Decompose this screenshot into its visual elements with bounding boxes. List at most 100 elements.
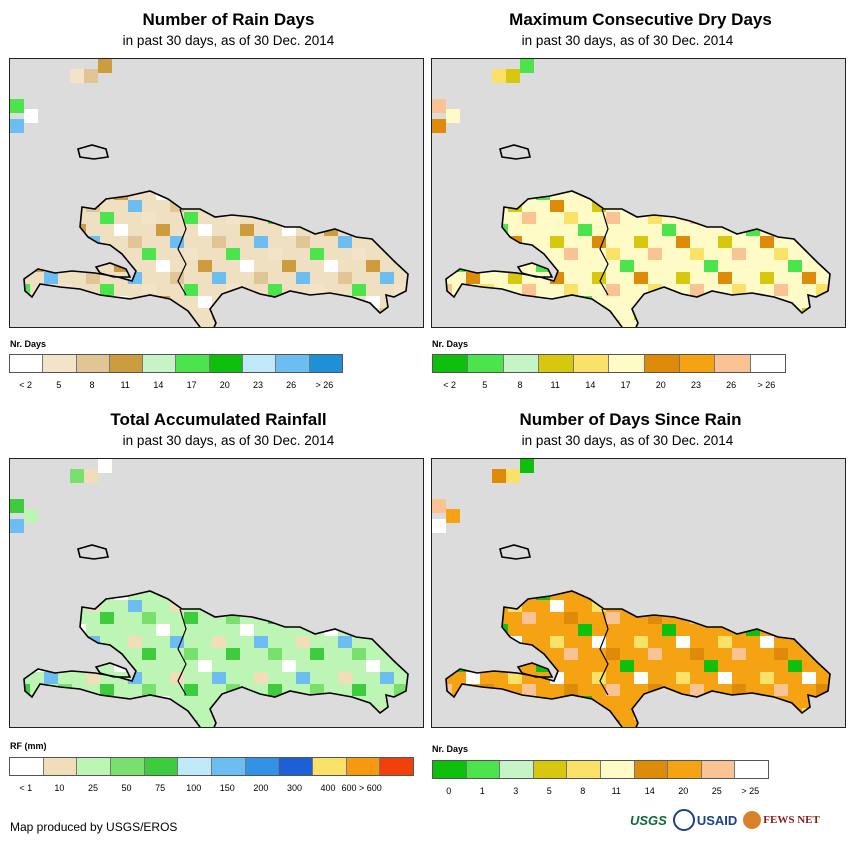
raster-cell — [212, 540, 228, 554]
raster-cell — [592, 248, 608, 262]
raster-cell — [620, 176, 636, 190]
raster-cell — [718, 660, 734, 674]
raster-cell — [760, 164, 776, 178]
raster-cell — [446, 636, 454, 650]
raster-cell — [634, 591, 650, 602]
raster-cell — [44, 236, 60, 250]
raster-cell — [648, 272, 664, 286]
raster-cell — [452, 224, 468, 238]
raster-cell — [366, 552, 382, 566]
raster-cell — [648, 552, 664, 566]
fews-net-logo[interactable]: FEWS NET — [743, 811, 820, 829]
raster-cell — [198, 552, 214, 566]
island-outline — [445, 190, 831, 327]
usaid-logo[interactable]: USAID — [672, 809, 738, 831]
raster-cell — [114, 236, 130, 250]
legend-swatch — [76, 355, 110, 372]
raster-cell — [380, 200, 396, 214]
raster-cell — [310, 648, 326, 662]
raster-cell — [508, 308, 524, 322]
raster-cell — [774, 164, 790, 178]
raster-cell — [788, 540, 804, 554]
raster-cell — [564, 200, 580, 214]
raster-cell — [44, 576, 60, 590]
raster-cell — [522, 140, 538, 154]
raster-cell — [380, 308, 396, 322]
raster-cell — [282, 164, 298, 178]
raster-cell — [240, 660, 256, 674]
raster-cell — [156, 212, 172, 226]
legend-swatch — [533, 761, 568, 778]
raster-cell — [86, 612, 102, 626]
raster-cell — [662, 600, 678, 614]
raster-cell — [536, 140, 552, 154]
cayman-outline — [499, 144, 531, 160]
raster-cell — [676, 236, 692, 250]
raster-cell — [268, 540, 284, 554]
map-max-dry-days[interactable] — [431, 58, 846, 328]
raster-cell — [452, 164, 468, 178]
raster-cell — [380, 272, 396, 286]
raster-cell — [760, 600, 776, 614]
raster-cell — [296, 296, 312, 310]
raster-cell — [198, 191, 214, 202]
raster-cell — [732, 140, 748, 154]
raster-cell — [690, 140, 706, 154]
raster-cell — [240, 176, 256, 190]
raster-cell — [788, 720, 804, 727]
map-total-rainfall[interactable] — [9, 458, 424, 728]
raster-cell — [282, 552, 298, 566]
raster-cell — [58, 296, 74, 310]
raster-cell — [240, 552, 256, 566]
usgs-logo[interactable]: USGS — [630, 813, 667, 828]
raster-cell — [774, 684, 790, 698]
raster-cell — [72, 296, 88, 310]
raster-cell — [522, 591, 538, 602]
raster-cell — [480, 308, 496, 322]
raster-cell — [114, 164, 130, 178]
raster-cell — [592, 708, 608, 722]
logo-text: USAID — [696, 812, 738, 828]
raster-cell — [72, 591, 88, 602]
raster-cell — [606, 648, 622, 662]
raster-cell — [226, 708, 242, 722]
raster-cell — [760, 636, 776, 650]
raster-cell — [480, 140, 496, 154]
raster-cell — [480, 164, 496, 178]
raster-cell — [58, 720, 74, 727]
raster-cell — [760, 176, 776, 190]
raster-cell — [310, 624, 326, 638]
raster-cell — [170, 624, 186, 638]
raster-cell — [676, 636, 692, 650]
raster-cell — [690, 248, 706, 262]
raster-cell — [564, 140, 580, 154]
map-rain-days[interactable] — [9, 58, 424, 328]
raster-cell — [198, 564, 214, 578]
map-days-since-rain[interactable] — [431, 458, 846, 728]
raster-cell — [718, 612, 734, 626]
raster-cell — [268, 648, 284, 662]
raster-cell — [816, 636, 830, 650]
raster-cell — [24, 660, 32, 674]
raster-cell — [198, 624, 214, 638]
raster-cell — [732, 720, 748, 727]
legend-swatch — [43, 758, 78, 775]
raster-cell — [44, 200, 60, 214]
raster-cell — [788, 272, 804, 286]
raster-cell — [830, 140, 845, 154]
legend-swatch — [609, 355, 645, 372]
raster-cell — [100, 284, 116, 298]
raster-cell — [240, 696, 256, 710]
raster-cell — [366, 672, 382, 686]
raster-cell — [466, 672, 482, 686]
raster-cell — [24, 672, 32, 686]
raster-cell — [830, 320, 845, 327]
raster-cell — [690, 600, 706, 614]
raster-cell — [620, 224, 636, 238]
raster-cell — [212, 164, 228, 178]
raster-cell — [760, 591, 776, 602]
raster-cell — [114, 624, 130, 638]
raster-cell — [446, 191, 454, 202]
raster-cell — [142, 191, 158, 202]
raster-cell — [480, 600, 496, 614]
